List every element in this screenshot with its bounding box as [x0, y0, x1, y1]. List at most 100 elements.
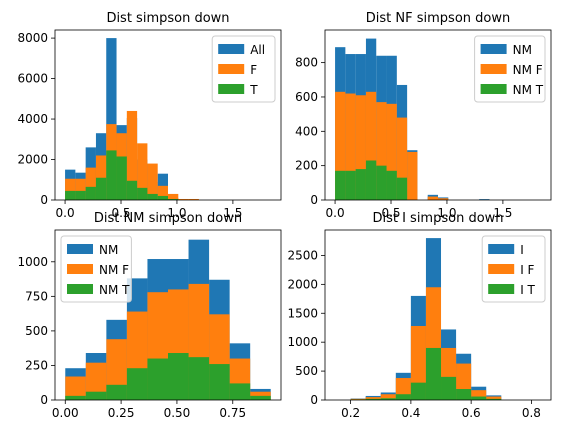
chart-4-legend-label: I — [520, 243, 524, 257]
chart-1-xtick-label: 0.0 — [56, 206, 75, 220]
chart-2-bar-2-11 — [438, 198, 449, 200]
chart-3-bar-3-8 — [209, 364, 230, 400]
chart-3-xtick-label: 0.25 — [108, 406, 135, 420]
chart-3-bar-3-6 — [168, 353, 189, 400]
chart-2-bar-2-7 — [396, 117, 408, 200]
chart-4-title: Dist I simpson down — [372, 211, 503, 226]
chart-2-bar-2-8 — [407, 151, 418, 200]
chart-2-bar-2-1 — [335, 91, 346, 200]
chart-4-bar-3-11 — [486, 398, 502, 400]
chart-2-legend: NM NM F NM T — [474, 35, 546, 103]
chart-3-legend-label: NM F — [99, 263, 129, 277]
chart-4-legend-swatch — [488, 264, 515, 274]
chart-2-legend-label: NM F — [513, 63, 543, 77]
chart-4-bar-2-4 — [380, 394, 396, 400]
chart-4-bar-3-6 — [410, 382, 426, 400]
chart-4-ytick-label: 1500 — [287, 306, 318, 320]
chart-1-bar-1-5 — [106, 38, 117, 200]
chart-2-ytick-label: 800 — [295, 56, 318, 70]
chart-4-bar-2-11 — [486, 396, 502, 400]
chart-2-xtick-label: 1.5 — [493, 206, 512, 220]
chart-4-ytick-label: 2500 — [287, 248, 318, 262]
chart-4-legend-swatch — [488, 244, 515, 254]
chart-3-legend-swatch — [67, 244, 93, 254]
chart-1-bar-2-12 — [178, 198, 189, 200]
chart-4-bar-3-4 — [380, 398, 396, 400]
chart-3-ytick-label: 1000 — [17, 255, 48, 269]
chart-1-bar-2-2 — [75, 178, 86, 200]
chart-1-ytick-label: 8000 — [17, 31, 48, 45]
chart-1-legend-swatch — [218, 84, 245, 94]
chart-1-legend-label: F — [250, 63, 257, 77]
chart-2-bar-2-10 — [427, 196, 438, 200]
chart-2-bar-3-5 — [376, 165, 387, 200]
chart-1-bar-3-8 — [137, 187, 148, 200]
chart-3-bar-3-2 — [85, 391, 107, 400]
chart-2-ytick-label: 0 — [310, 193, 318, 207]
chart-3-ytick-label: 250 — [25, 358, 48, 372]
chart-2-bar-3-4 — [365, 160, 377, 200]
chart-4-bar-2-2 — [350, 398, 366, 400]
chart-2-ytick-label: 600 — [295, 90, 318, 104]
chart-1-bar-3-11 — [168, 198, 179, 200]
chart-4-legend-swatch — [488, 284, 515, 294]
chart-3-legend-swatch — [67, 284, 93, 294]
chart-2-bar-2-2 — [345, 93, 356, 200]
chart-3: 0.00 0.25 0.50 0.75 0 250 500 750 1000 Dist NM si… — [17, 211, 282, 420]
chart-1-title: Dist simpson down — [106, 11, 229, 26]
chart-2-bar-3-2 — [345, 170, 356, 200]
chart-2-bar-2-3 — [355, 95, 366, 200]
chart-1-bar-3-7 — [126, 180, 138, 200]
chart-3-bar-3-10 — [250, 395, 271, 400]
chart-3-ytick-label: 750 — [25, 289, 48, 303]
chart-3-legend-swatch — [67, 264, 93, 274]
chart-2-legend-swatch — [480, 44, 507, 54]
chart-3-bar-2-2 — [85, 362, 107, 400]
chart-2-bar-3-1 — [335, 170, 346, 200]
chart-3-bar-2-1 — [65, 376, 86, 400]
chart-2-ytick-label: 200 — [295, 159, 318, 173]
chart-3-xtick-label: 0.50 — [164, 406, 191, 420]
chart-1-bar-2-10 — [157, 185, 168, 200]
chart-4-legend-label: I F — [520, 263, 534, 277]
chart-3-bar-3-3 — [106, 384, 127, 400]
chart-2-bar-2-4 — [365, 91, 377, 200]
chart-4-axes-frame — [324, 229, 552, 401]
chart-1-bar-3-10 — [157, 195, 168, 200]
chart-2-legend-label: NM T — [513, 83, 544, 97]
chart-4-bar-3-8 — [441, 376, 457, 400]
chart-3-bar-3-4 — [126, 368, 148, 400]
chart-3-xtick-label: 0.00 — [52, 406, 79, 420]
chart-1-xtick-label: 0.5 — [111, 206, 130, 220]
chart-2-legend-swatch — [480, 64, 507, 74]
chart-1-legend-swatch — [218, 64, 245, 74]
chart-1-bar-3-3 — [85, 186, 96, 200]
chart-3-legend-label: NM T — [99, 283, 130, 297]
chart-1-bar-3-6 — [116, 156, 127, 200]
chart-1-bar-2-9 — [147, 163, 158, 200]
chart-1-xtick-label: 1.5 — [223, 206, 242, 220]
chart-3-ytick-label: 0 — [40, 393, 48, 407]
chart-1-bar-2-7 — [126, 110, 138, 200]
chart-4-ytick-label: 2000 — [287, 277, 318, 291]
chart-4-xtick-label: 0.2 — [341, 406, 360, 420]
chart-2-bar-3-3 — [355, 169, 366, 200]
chart-4-bar-3-7 — [425, 347, 442, 400]
chart-3-legend-label: NM — [99, 243, 118, 257]
chart-1-bar-2-11 — [168, 193, 179, 200]
chart-4-ytick-label: 1000 — [287, 335, 318, 349]
chart-1-bar-2-8 — [137, 143, 148, 200]
chart-1-legend-swatch — [218, 44, 245, 54]
chart-4-bar-2-6 — [410, 325, 426, 400]
chart-2: 0.0 0.5 1.0 1.5 0 200 400 600 800 Dist NF simpson… — [295, 11, 552, 220]
chart-2-xtick-label: 0.5 — [381, 206, 400, 220]
chart-3-title: Dist NM simpson down — [94, 211, 242, 226]
chart-4-bar-2-10 — [471, 390, 487, 400]
chart-4-xtick-label: 0.8 — [522, 406, 541, 420]
chart-2-bar-1-15 — [479, 199, 490, 200]
chart-1-bar-2-1 — [65, 178, 76, 200]
chart-3-ytick-label: 500 — [25, 324, 48, 338]
chart-4-xtick-label: 0.6 — [462, 406, 481, 420]
chart-1-bar-3-4 — [95, 177, 107, 200]
